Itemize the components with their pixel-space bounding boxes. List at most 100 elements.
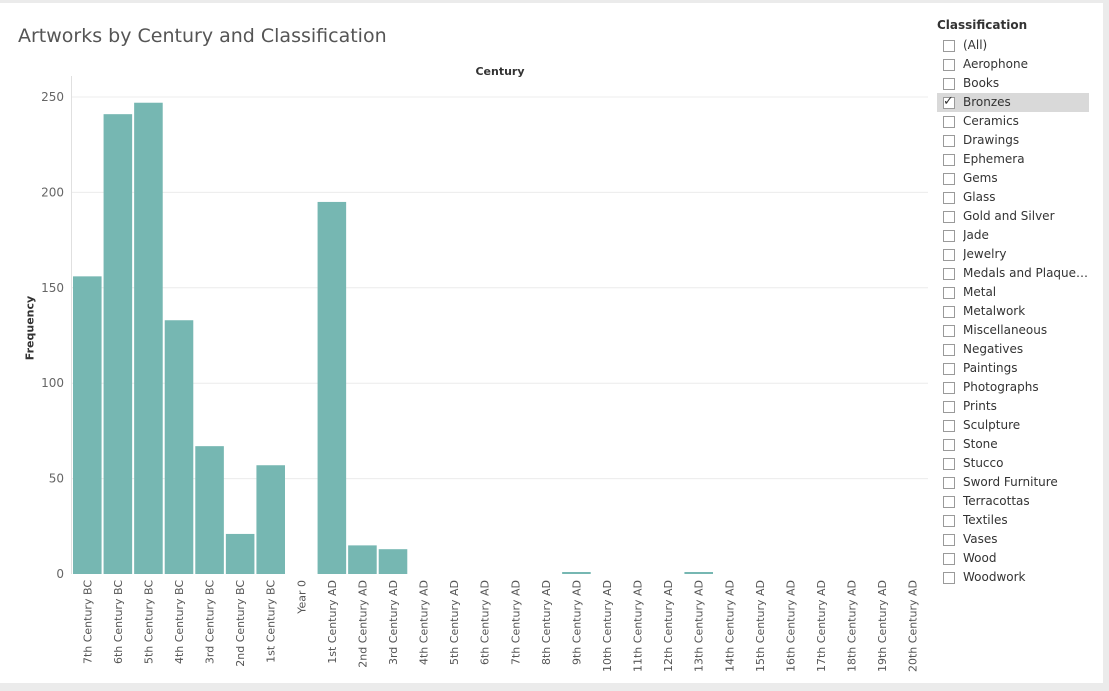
classification-filter: Classification (All) Aerophone Books ✓ Bronz… <box>937 16 1089 587</box>
checkbox[interactable] <box>943 115 955 128</box>
filter-item[interactable]: Gold and Silver <box>937 207 1089 226</box>
filter-item[interactable]: Medals and Plaquet... <box>937 264 1089 283</box>
filter-item[interactable]: Aerophone <box>937 55 1089 74</box>
checkbox[interactable] <box>943 248 955 261</box>
checkbox[interactable] <box>943 39 955 52</box>
filter-item[interactable]: Paintings <box>937 359 1089 378</box>
filter-item-label: Negatives <box>963 342 1024 356</box>
filter-item[interactable]: ✓ Bronzes <box>937 93 1089 112</box>
x-tick-label: 11th Century AD <box>632 580 645 672</box>
checkbox[interactable] <box>943 77 955 90</box>
bar[interactable] <box>164 320 194 574</box>
bar[interactable] <box>73 276 102 574</box>
filter-list: (All) Aerophone Books ✓ Bronzes Ceramics Drawi… <box>937 36 1089 587</box>
bar[interactable] <box>317 201 347 574</box>
checkbox[interactable] <box>943 533 955 546</box>
x-tick-label: Year 0 <box>295 580 308 615</box>
checkbox[interactable] <box>943 495 955 508</box>
filter-item[interactable]: Woodwork <box>937 568 1089 587</box>
checkbox[interactable] <box>943 153 955 166</box>
checkbox[interactable] <box>943 134 955 147</box>
x-tick-label: 19th Century AD <box>876 580 889 672</box>
checkbox[interactable] <box>943 476 955 489</box>
bar[interactable] <box>195 446 224 574</box>
x-tick-label: 18th Century AD <box>846 580 859 672</box>
filter-item[interactable]: Jewelry <box>937 245 1089 264</box>
checkbox[interactable] <box>943 58 955 71</box>
bar[interactable] <box>256 465 285 574</box>
x-tick-label: 8th Century AD <box>540 580 553 665</box>
filter-item-label: Photographs <box>963 380 1039 394</box>
x-tick-label: 5th Century AD <box>448 580 461 665</box>
checkbox[interactable] <box>943 343 955 356</box>
filter-item[interactable]: Textiles <box>937 511 1089 530</box>
filter-item[interactable]: Vases <box>937 530 1089 549</box>
filter-item[interactable]: Metal <box>937 283 1089 302</box>
page-title: Artworks by Century and Classification <box>18 25 387 47</box>
bar[interactable] <box>348 545 377 574</box>
checkbox[interactable] <box>943 419 955 432</box>
filter-item[interactable]: Photographs <box>937 378 1089 397</box>
filter-item-label: Woodwork <box>963 570 1026 584</box>
filter-item[interactable]: Stucco <box>937 454 1089 473</box>
y-tick-label: 150 <box>41 281 64 295</box>
checkbox[interactable] <box>943 172 955 185</box>
filter-item[interactable]: Drawings <box>937 131 1089 150</box>
bar[interactable] <box>225 533 255 574</box>
checkbox[interactable] <box>943 267 955 280</box>
checkbox[interactable] <box>943 381 955 394</box>
checkbox[interactable] <box>943 400 955 413</box>
checkbox[interactable] <box>943 362 955 375</box>
filter-item-label: Jewelry <box>963 247 1007 261</box>
filter-item[interactable]: Sword Furniture <box>937 473 1089 492</box>
filter-item[interactable]: Ceramics <box>937 112 1089 131</box>
checkbox[interactable] <box>943 514 955 527</box>
filter-item-label: Metalwork <box>963 304 1026 318</box>
filter-item[interactable]: Terracottas <box>937 492 1089 511</box>
x-tick-label: 7th Century BC <box>81 580 94 664</box>
x-tick-label: 6th Century AD <box>479 580 492 665</box>
checkbox[interactable] <box>943 210 955 223</box>
x-tick-label: 20th Century AD <box>907 580 920 672</box>
checkbox[interactable] <box>943 324 955 337</box>
checkbox[interactable] <box>943 552 955 565</box>
filter-item-label: Aerophone <box>963 57 1028 71</box>
x-tick-label: 2nd Century BC <box>234 580 247 667</box>
checkbox[interactable] <box>943 571 955 584</box>
filter-item-label: Terracottas <box>963 494 1030 508</box>
checkbox[interactable]: ✓ <box>943 94 955 109</box>
column-header: Century <box>475 65 525 78</box>
checkbox[interactable] <box>943 438 955 451</box>
filter-item-label: Ceramics <box>963 114 1019 128</box>
filter-item[interactable]: Metalwork <box>937 302 1089 321</box>
checkbox[interactable] <box>943 305 955 318</box>
checkbox[interactable] <box>943 286 955 299</box>
filter-item[interactable]: Miscellaneous <box>937 321 1089 340</box>
filter-item[interactable]: Glass <box>937 188 1089 207</box>
filter-item[interactable]: (All) <box>937 36 1089 55</box>
filter-item[interactable]: Negatives <box>937 340 1089 359</box>
checkbox[interactable] <box>943 457 955 470</box>
bar[interactable] <box>134 102 163 574</box>
filter-item-label: Gold and Silver <box>963 209 1055 223</box>
bar[interactable] <box>562 572 591 574</box>
filter-item-label: Metal <box>963 285 997 299</box>
filter-item-label: Jade <box>963 228 989 242</box>
filter-item[interactable]: Stone <box>937 435 1089 454</box>
filter-item[interactable]: Jade <box>937 226 1089 245</box>
checkbox[interactable] <box>943 229 955 242</box>
filter-item[interactable]: Ephemera <box>937 150 1089 169</box>
filter-item-label: Textiles <box>963 513 1008 527</box>
bar[interactable] <box>378 549 408 574</box>
bar[interactable] <box>103 114 133 574</box>
filter-item[interactable]: Books <box>937 74 1089 93</box>
filter-item[interactable]: Sculpture <box>937 416 1089 435</box>
y-tick-label: 100 <box>41 376 64 390</box>
checkbox[interactable] <box>943 191 955 204</box>
filter-item-label: Stucco <box>963 456 1004 470</box>
bar[interactable] <box>684 572 713 574</box>
filter-item[interactable]: Prints <box>937 397 1089 416</box>
x-tick-label: 3rd Century AD <box>387 580 400 665</box>
filter-item[interactable]: Wood <box>937 549 1089 568</box>
filter-item[interactable]: Gems <box>937 169 1089 188</box>
